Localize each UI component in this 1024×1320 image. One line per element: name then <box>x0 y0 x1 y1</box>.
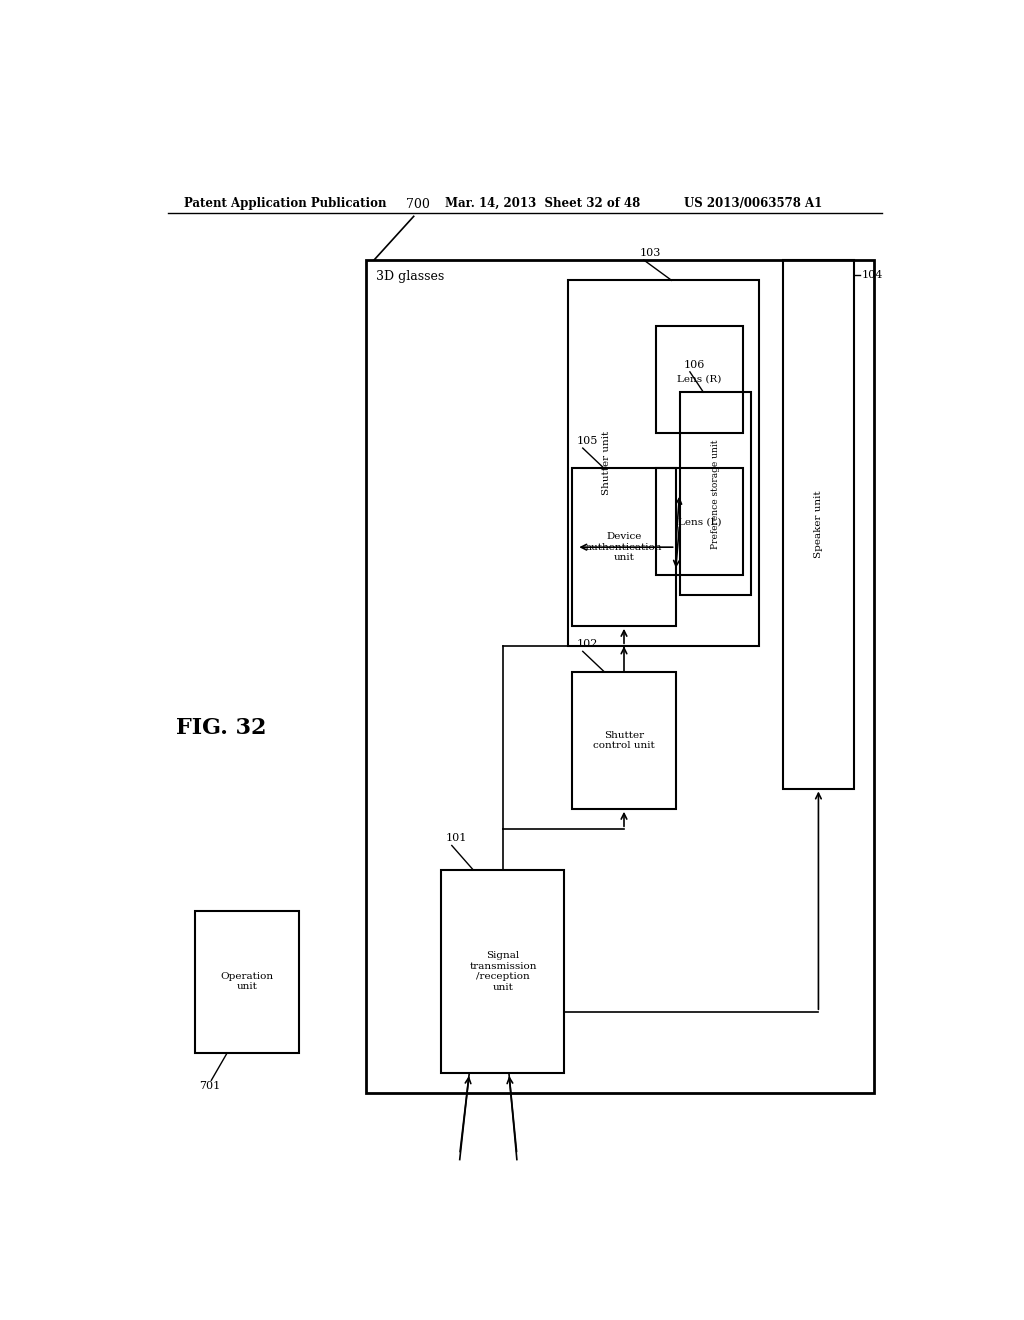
Text: Preference storage unit: Preference storage unit <box>711 440 720 549</box>
Text: Patent Application Publication: Patent Application Publication <box>183 197 386 210</box>
Text: 101: 101 <box>445 833 467 843</box>
Text: 700: 700 <box>406 198 430 211</box>
Text: Operation
unit: Operation unit <box>220 972 273 991</box>
Text: 105: 105 <box>577 436 598 446</box>
Bar <box>655 326 743 433</box>
Text: FIG. 32: FIG. 32 <box>176 717 266 739</box>
Text: 102: 102 <box>577 639 598 649</box>
Bar <box>782 260 854 788</box>
Bar <box>655 469 743 576</box>
Text: 103: 103 <box>640 248 662 257</box>
Bar <box>568 280 759 647</box>
Bar <box>572 672 676 809</box>
Text: 701: 701 <box>200 1081 221 1092</box>
Bar <box>680 392 751 595</box>
Text: Mar. 14, 2013  Sheet 32 of 48: Mar. 14, 2013 Sheet 32 of 48 <box>445 197 641 210</box>
Text: Lens (L): Lens (L) <box>678 517 721 527</box>
Text: US 2013/0063578 A1: US 2013/0063578 A1 <box>684 197 822 210</box>
Text: Signal
transmission
/reception
unit: Signal transmission /reception unit <box>469 952 537 991</box>
Bar <box>572 469 676 626</box>
Bar <box>367 260 873 1093</box>
Text: 104: 104 <box>862 271 884 280</box>
Bar <box>196 911 299 1053</box>
Text: Lens (R): Lens (R) <box>677 375 722 384</box>
Text: Shutter unit: Shutter unit <box>602 432 611 495</box>
Text: 106: 106 <box>684 360 705 370</box>
Text: Shutter
control unit: Shutter control unit <box>593 730 655 750</box>
Text: 3D glasses: 3D glasses <box>376 271 443 284</box>
Text: Device
authentication
unit: Device authentication unit <box>586 532 663 562</box>
Text: Speaker unit: Speaker unit <box>814 491 823 558</box>
Bar <box>441 870 564 1073</box>
